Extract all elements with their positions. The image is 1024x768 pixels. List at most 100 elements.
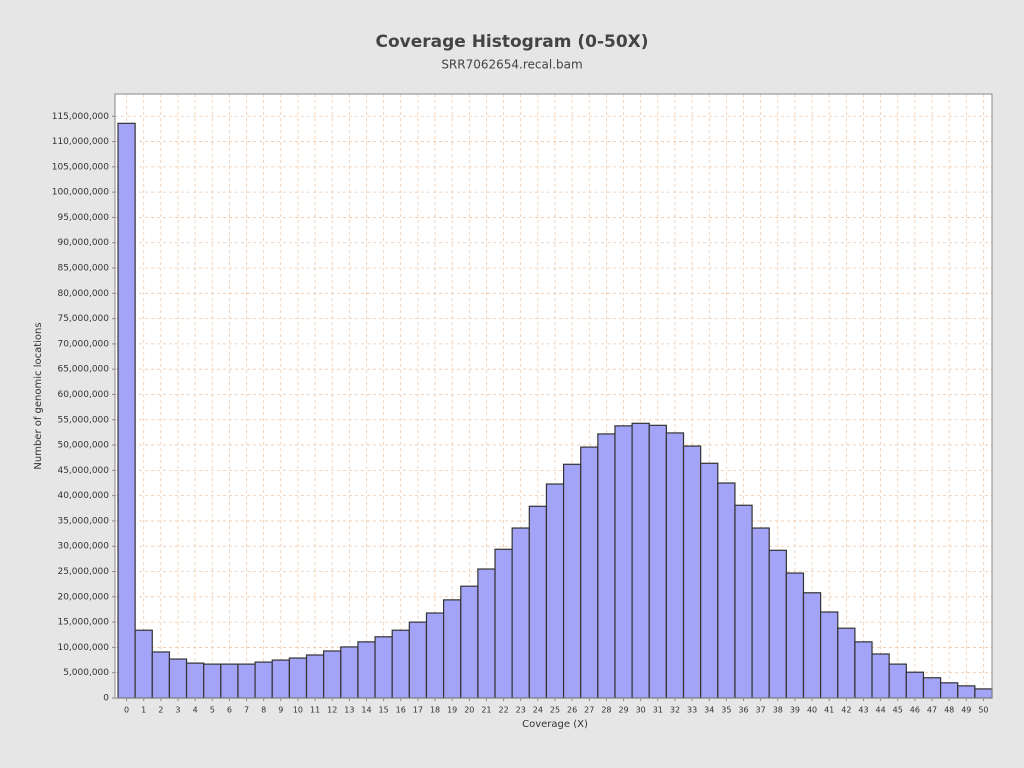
bar (511, 527, 530, 699)
x-tick-label: 17 (413, 706, 423, 715)
bar (494, 548, 513, 699)
bar (820, 611, 839, 699)
bar (185, 662, 205, 699)
x-tick-label: 13 (344, 706, 354, 715)
bar (288, 657, 308, 699)
bar (888, 663, 907, 699)
bar (460, 585, 479, 699)
x-tick-label: 23 (516, 706, 526, 715)
x-tick-label: 18 (430, 706, 440, 715)
y-tick-label: 95,000,000 (57, 213, 109, 223)
x-tick-label: 12 (327, 706, 337, 715)
bar (922, 677, 942, 699)
x-tick-label: 1 (141, 706, 146, 715)
bar (340, 646, 359, 699)
bar (323, 650, 342, 699)
y-tick-label: 15,000,000 (57, 618, 109, 628)
x-tick-label: 25 (550, 706, 560, 715)
bar (117, 122, 136, 699)
bar (700, 462, 719, 699)
bar (443, 599, 462, 699)
y-tick-label: 60,000,000 (57, 390, 109, 400)
bar (134, 629, 153, 699)
x-tick-label: 50 (978, 706, 988, 715)
x-tick-label: 45 (893, 706, 903, 715)
bar (528, 505, 548, 699)
x-tick-label: 5 (210, 706, 215, 715)
x-tick-label: 43 (858, 706, 868, 715)
y-tick-label: 100,000,000 (52, 188, 110, 198)
bar (939, 682, 959, 699)
y-tick-label: 55,000,000 (57, 415, 109, 425)
y-tick-label: 85,000,000 (57, 264, 109, 274)
bar (648, 424, 667, 699)
y-tick-label: 105,000,000 (52, 162, 110, 172)
bar (682, 445, 702, 699)
x-tick-label: 24 (533, 706, 543, 715)
chart-title: Coverage Histogram (0-50X) (375, 32, 648, 52)
plot-border (114, 93, 993, 699)
bar (271, 659, 290, 699)
x-tick-label: 20 (464, 706, 474, 715)
x-tick-label: 36 (738, 706, 748, 715)
y-tick-label: 20,000,000 (57, 592, 109, 602)
y-tick-label: 75,000,000 (57, 314, 109, 324)
x-tick-label: 48 (944, 706, 954, 715)
bar (974, 688, 993, 699)
x-axis-label: Coverage (X) (522, 719, 588, 730)
bar (580, 446, 599, 699)
y-tick-label: 110,000,000 (52, 137, 110, 147)
bar (408, 621, 428, 699)
bar (425, 612, 445, 699)
x-tick-label: 6 (227, 706, 232, 715)
x-tick-label: 3 (175, 706, 180, 715)
x-tick-label: 28 (601, 706, 611, 715)
x-tick-label: 32 (670, 706, 680, 715)
x-tick-label: 22 (498, 706, 508, 715)
x-tick-label: 27 (584, 706, 594, 715)
y-tick-label: 70,000,000 (57, 339, 109, 349)
y-tick-label: 40,000,000 (57, 491, 109, 501)
bar (151, 651, 171, 699)
y-tick-label: 90,000,000 (57, 238, 109, 248)
x-tick-label: 44 (876, 706, 886, 715)
y-tick-label: 25,000,000 (57, 567, 109, 577)
bar (597, 433, 616, 699)
bar (734, 504, 753, 699)
x-tick-label: 29 (618, 706, 628, 715)
x-tick-label: 15 (379, 706, 389, 715)
chart-subtitle: SRR7062654.recal.bam (441, 58, 582, 72)
x-tick-label: 26 (567, 706, 577, 715)
y-tick-label: 115,000,000 (52, 112, 110, 122)
bar (665, 432, 685, 699)
bar (391, 629, 410, 699)
y-tick-label: 35,000,000 (57, 516, 109, 526)
bar (477, 568, 496, 699)
x-tick-label: 42 (841, 706, 851, 715)
x-tick-label: 30 (636, 706, 646, 715)
bar (203, 663, 222, 699)
bar (357, 641, 376, 699)
y-tick-label: 30,000,000 (57, 542, 109, 552)
bar (614, 425, 633, 699)
x-tick-label: 33 (687, 706, 697, 715)
x-tick-label: 37 (756, 706, 766, 715)
bar (254, 661, 273, 699)
bar (957, 685, 976, 699)
x-tick-label: 38 (773, 706, 783, 715)
x-tick-label: 14 (361, 706, 371, 715)
y-tick-label: 5,000,000 (63, 668, 109, 678)
bar (220, 663, 239, 699)
x-tick-label: 35 (721, 706, 731, 715)
x-tick-label: 41 (824, 706, 834, 715)
bar (545, 483, 565, 699)
y-tick-label: 45,000,000 (57, 466, 109, 476)
x-tick-label: 8 (261, 706, 266, 715)
bar (905, 671, 925, 699)
bar (717, 482, 736, 699)
x-tick-label: 46 (910, 706, 920, 715)
x-tick-label: 47 (927, 706, 937, 715)
x-tick-label: 16 (396, 706, 406, 715)
bar (768, 549, 787, 699)
